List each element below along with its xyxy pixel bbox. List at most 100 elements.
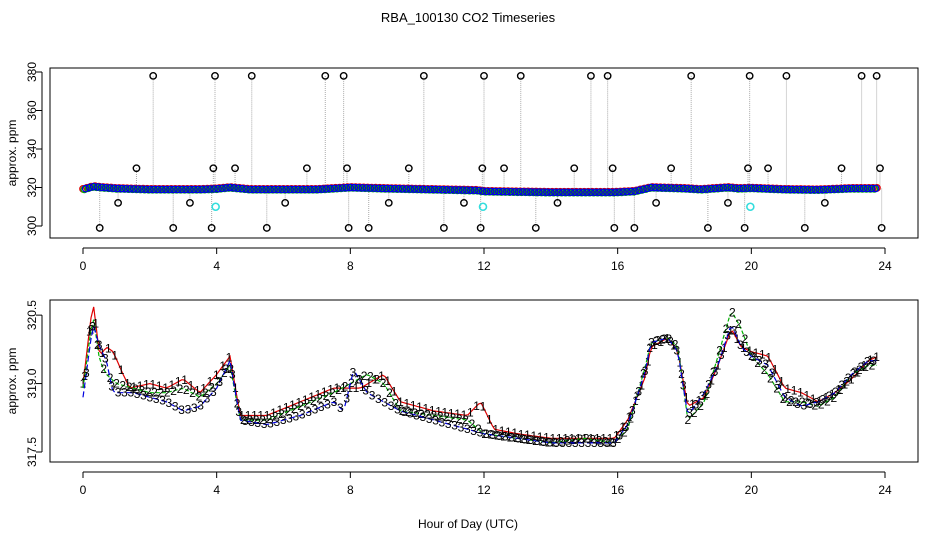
calibration-point [343, 164, 351, 173]
series-marker-1: 1 [264, 408, 271, 422]
series-marker-3: 3 [254, 416, 261, 430]
series-marker-1: 1 [200, 382, 207, 396]
series-marker-3: 3 [445, 417, 452, 431]
series-marker-1: 1 [416, 400, 423, 414]
series-marker-1: 1 [619, 420, 626, 434]
series-point-blue [735, 184, 744, 193]
calibration-point [149, 71, 158, 80]
series-marker-1: 1 [505, 425, 512, 439]
series-marker-2: 2 [824, 394, 831, 408]
series-marker-3: 3 [324, 397, 331, 411]
series-marker-2: 2 [729, 305, 736, 319]
series-marker-1: 1 [340, 381, 347, 395]
series-marker-2: 2 [259, 413, 266, 427]
calibration-point [570, 164, 579, 173]
series-marker-3: 3 [667, 335, 674, 349]
series-point-blue [422, 185, 431, 194]
series-marker-1: 1 [397, 395, 404, 409]
series-point-blue [198, 185, 206, 194]
series-marker-1: 1 [600, 431, 607, 445]
series-point-blue [382, 184, 391, 193]
bottom-y-tick-label: 320.5 [25, 300, 39, 330]
series-point-blue [759, 184, 768, 193]
series-point-blue [755, 184, 764, 193]
series-point-blue [863, 184, 872, 193]
series-point-blue [579, 188, 587, 197]
series-marker-1: 1 [429, 403, 436, 417]
calibration-point [667, 164, 676, 173]
calibration-point [630, 224, 639, 232]
series-point-blue [125, 184, 134, 193]
series-marker-1: 1 [80, 377, 87, 391]
series-marker-1: 1 [194, 383, 201, 397]
top-y-tick-label: 360 [25, 100, 39, 120]
series-marker-1: 1 [111, 348, 118, 362]
series-marker-2: 2 [240, 413, 247, 427]
series-marker-3: 3 [864, 355, 871, 369]
series-marker-3: 3 [826, 389, 833, 403]
series-marker-1: 1 [283, 401, 290, 415]
series-point-blue [502, 187, 511, 196]
series-point-blue [174, 185, 182, 194]
series-point-blue [799, 185, 808, 194]
bottom-x-tick-label: 0 [80, 483, 87, 497]
series-marker-2: 2 [138, 383, 145, 397]
series-point-blue [334, 184, 343, 193]
series-point-blue [202, 185, 210, 194]
series-point-blue [214, 184, 222, 193]
series-point-blue [831, 185, 840, 193]
series-point-blue [679, 184, 688, 193]
series-marker-3: 3 [216, 375, 223, 389]
series-point-blue [607, 188, 615, 197]
series-point-blue [190, 185, 198, 194]
series-marker-3: 3 [172, 400, 179, 414]
series-marker-2: 2 [164, 386, 171, 400]
series-marker-2: 2 [170, 384, 177, 398]
series-marker-2: 2 [843, 374, 850, 388]
series-marker-2: 2 [704, 387, 711, 401]
bottom-x-tick-label: 12 [477, 483, 491, 497]
series-marker-2: 2 [564, 434, 571, 448]
series-marker-3: 3 [820, 392, 827, 406]
calibration-point [877, 224, 886, 232]
series-point-blue [434, 185, 443, 194]
series-marker-2: 2 [81, 369, 88, 383]
series-marker-3: 3 [540, 435, 547, 449]
series-marker-3: 3 [731, 323, 738, 337]
series-point-blue [406, 185, 415, 193]
series-marker-3: 3 [420, 410, 427, 424]
series-marker-2: 2 [348, 376, 355, 390]
series-point-blue [101, 183, 110, 192]
series-marker-3: 3 [293, 410, 300, 424]
series-line-2 [82, 312, 877, 444]
series-point-blue [675, 184, 684, 193]
series-marker-2: 2 [792, 395, 799, 409]
series-marker-1: 1 [473, 399, 480, 413]
series-point-blue [867, 184, 876, 193]
series-marker-1: 1 [289, 398, 296, 412]
calibration-point [281, 198, 290, 207]
series-marker-3: 3 [89, 320, 96, 334]
series-point-blue [426, 185, 435, 194]
top-panel: approx. ppm 0 4 8 12 16 20 24 300 320 340 360 380 [5, 62, 919, 273]
series-point-blue [350, 183, 359, 192]
series-marker-1: 1 [734, 332, 741, 346]
top-plot-frame [49, 67, 919, 239]
series-marker-3: 3 [312, 402, 319, 416]
calibration-point [516, 71, 525, 80]
series-marker-3: 3 [115, 386, 122, 400]
series-marker-1: 1 [683, 390, 690, 404]
series-line-3 [82, 326, 877, 444]
series-marker-1: 1 [575, 431, 582, 445]
series-marker-3: 3 [788, 394, 795, 408]
series-point-blue [699, 185, 708, 194]
series-point-blue [158, 185, 166, 194]
series-marker-1: 1 [562, 431, 569, 445]
calibration-point [186, 198, 194, 207]
series-marker-3: 3 [407, 407, 414, 421]
series-marker-2: 2 [183, 383, 190, 397]
series-marker-1: 1 [296, 395, 303, 409]
series-point-blue [149, 185, 158, 194]
series-point-blue [639, 185, 647, 194]
series-marker-3: 3 [458, 420, 465, 434]
